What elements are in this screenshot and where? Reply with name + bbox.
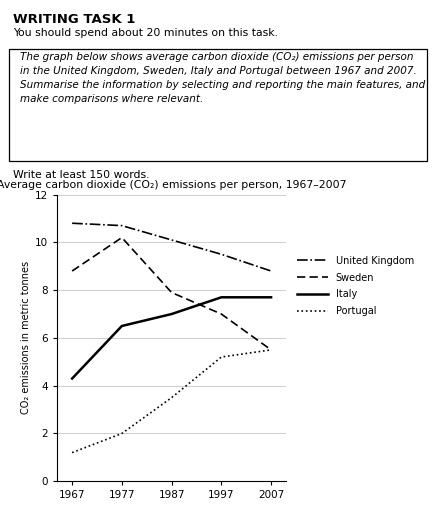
Text: Summarise the information by selecting and reporting the main features, and
make: Summarise the information by selecting a… <box>20 80 425 104</box>
Italy <box>219 294 224 301</box>
Portugal <box>268 347 274 353</box>
Legend: United Kingdom, Sweden, Italy, Portugal: United Kingdom, Sweden, Italy, Portugal <box>293 252 418 320</box>
Sweden <box>119 234 125 241</box>
Line: United Kingdom: United Kingdom <box>72 223 271 271</box>
Portugal <box>169 395 174 401</box>
Italy <box>268 294 274 301</box>
United Kingdom <box>119 223 125 229</box>
Line: Italy: Italy <box>72 297 271 378</box>
Sweden <box>219 311 224 317</box>
Portugal <box>219 354 224 360</box>
Title: Average carbon dioxide (CO₂) emissions per person, 1967–2007: Average carbon dioxide (CO₂) emissions p… <box>0 180 346 189</box>
Line: Sweden: Sweden <box>72 238 271 350</box>
United Kingdom <box>268 268 274 274</box>
Italy <box>70 375 75 381</box>
United Kingdom <box>219 251 224 258</box>
Italy <box>119 323 125 329</box>
Text: The graph below shows average carbon dioxide (CO₂) emissions per person
in the U: The graph below shows average carbon dio… <box>20 52 417 76</box>
Portugal <box>119 431 125 437</box>
Text: Write at least 150 words.: Write at least 150 words. <box>13 170 150 180</box>
Text: You should spend about 20 minutes on this task.: You should spend about 20 minutes on thi… <box>13 28 278 38</box>
Sweden <box>169 289 174 295</box>
Portugal <box>70 450 75 456</box>
Sweden <box>70 268 75 274</box>
Line: Portugal: Portugal <box>72 350 271 453</box>
Italy <box>169 311 174 317</box>
Y-axis label: CO₂ emissions in metric tonnes: CO₂ emissions in metric tonnes <box>21 261 31 415</box>
Text: WRITING TASK 1: WRITING TASK 1 <box>13 13 136 26</box>
United Kingdom <box>70 220 75 226</box>
United Kingdom <box>169 237 174 243</box>
Sweden <box>268 347 274 353</box>
